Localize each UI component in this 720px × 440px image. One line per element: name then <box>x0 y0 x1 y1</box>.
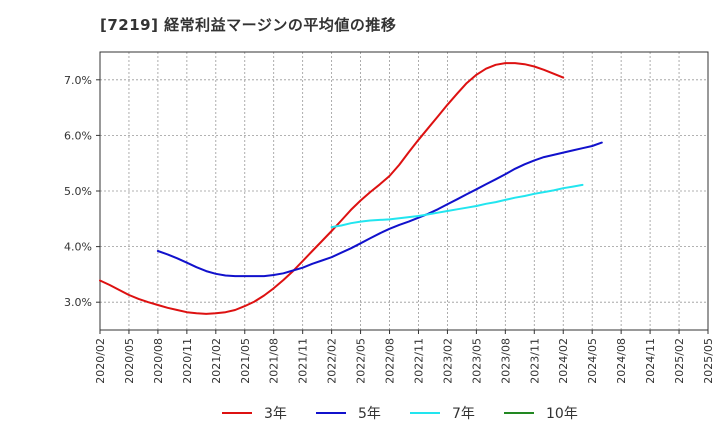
x-tick-label: 2025/02 <box>673 338 686 384</box>
y-axis: 3.0% 4.0% 5.0% 6.0% 7.0% <box>64 74 100 309</box>
legend-label: 5年 <box>358 406 381 422</box>
chart-title: [7219] 経常利益マージンの平均値の推移 <box>100 16 397 34</box>
legend-label: 3年 <box>264 406 287 422</box>
x-tick-label: 2023/02 <box>441 338 454 384</box>
x-tick-label: 2025/05 <box>702 338 715 384</box>
x-tick-label: 2024/11 <box>644 338 657 384</box>
grid-lines <box>99 52 709 330</box>
x-tick-label: 2021/02 <box>210 338 223 384</box>
x-tick-label: 2022/02 <box>326 338 339 384</box>
series-line-3年 <box>99 62 565 315</box>
series-line-5年 <box>156 141 603 278</box>
x-tick-label: 2023/11 <box>528 338 541 384</box>
y-tick-label: 6.0% <box>64 129 92 142</box>
x-tick-label: 2024/05 <box>586 338 599 384</box>
x-tick-label: 2023/05 <box>470 338 483 384</box>
series-line-7年 <box>330 183 584 229</box>
x-tick-label: 2022/11 <box>412 338 425 384</box>
x-tick-label: 2024/02 <box>557 338 570 384</box>
x-tick-label: 2024/08 <box>615 338 628 384</box>
x-tick-label: 2022/05 <box>355 338 368 384</box>
x-tick-label: 2023/08 <box>499 338 512 384</box>
x-tick-label: 2020/08 <box>152 338 165 384</box>
x-tick-label: 2021/11 <box>297 338 310 384</box>
x-tick-label: 2021/08 <box>268 338 281 384</box>
x-tick-label: 2022/08 <box>384 338 397 384</box>
y-tick-label: 5.0% <box>64 185 92 198</box>
series-lines <box>99 62 603 315</box>
y-tick-label: 3.0% <box>64 296 92 309</box>
legend-label: 10年 <box>546 406 578 422</box>
x-tick-label: 2020/02 <box>94 338 107 384</box>
x-tick-label: 2021/05 <box>239 338 252 384</box>
y-tick-label: 4.0% <box>64 241 92 254</box>
legend: 3年 5年 7年 10年 <box>222 406 578 422</box>
x-tick-label: 2020/11 <box>181 338 194 384</box>
legend-label: 7年 <box>452 406 475 422</box>
x-axis: 2020/02 2020/05 2020/08 2020/11 2021/02 2021/… <box>94 330 715 384</box>
x-tick-label: 2020/05 <box>123 338 136 384</box>
y-tick-label: 7.0% <box>64 74 92 87</box>
